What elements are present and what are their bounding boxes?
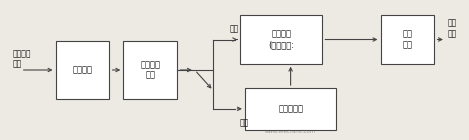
- FancyBboxPatch shape: [381, 15, 434, 64]
- Text: 训练: 训练: [239, 118, 249, 127]
- Text: 特征参数
提取: 特征参数 提取: [140, 60, 160, 80]
- FancyBboxPatch shape: [245, 88, 336, 130]
- FancyBboxPatch shape: [56, 41, 109, 99]
- Text: 前端处理: 前端处理: [73, 66, 92, 74]
- Text: 识别: 识别: [230, 24, 239, 33]
- FancyBboxPatch shape: [123, 41, 177, 99]
- Text: 模式匹配
(失真度比:: 模式匹配 (失真度比:: [268, 30, 294, 49]
- Text: 训练模型库: 训练模型库: [278, 104, 303, 113]
- Text: 识别
结果: 识别 结果: [447, 19, 456, 38]
- Text: 语音信号
输入: 语音信号 输入: [12, 49, 31, 69]
- Text: 识别
结果: 识别 结果: [402, 30, 413, 49]
- FancyBboxPatch shape: [240, 15, 322, 64]
- Text: www.elecfans.com: www.elecfans.com: [265, 129, 316, 134]
